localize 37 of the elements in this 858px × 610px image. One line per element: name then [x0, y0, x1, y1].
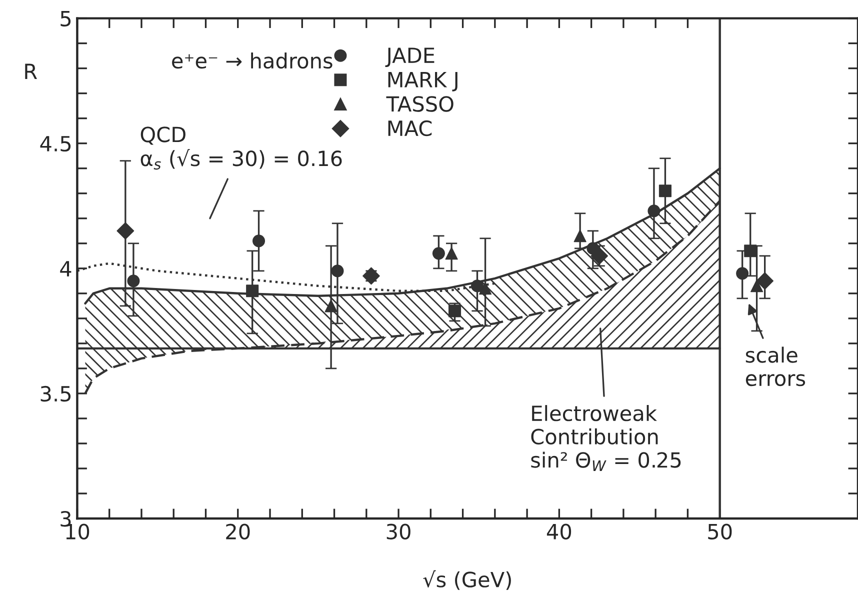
annotation: scale errors: [746, 346, 806, 386]
annotation: Electroweak Contribution sin² Θ$_{W}$ = 0.25: [531, 405, 681, 471]
point: [750, 280, 764, 292]
x-tick-label: 40: [546, 524, 572, 540]
annotation: QCD α$_{s}$ (√s = 30) = 0.16: [140, 126, 342, 170]
x-axis-title: √s (GeV): [423, 570, 511, 590]
point: [658, 184, 672, 198]
legend-label: MARK J: [388, 72, 458, 92]
point: [470, 280, 484, 292]
y-tick-label: 4.5: [40, 136, 71, 152]
y-axis-title: R: [25, 64, 38, 79]
point: [648, 204, 660, 218]
point: [432, 247, 445, 260]
point: [127, 274, 140, 288]
point: [252, 234, 266, 248]
y-tick-label: 4: [60, 261, 72, 276]
annotation: e⁺e⁻ → hadrons: [172, 52, 332, 69]
point: [246, 284, 259, 298]
y-tick-label: 3.5: [40, 386, 71, 402]
point: [736, 267, 749, 280]
point: [362, 267, 380, 285]
point: [445, 247, 458, 260]
y-tick-label: 5: [60, 11, 71, 27]
point: [448, 304, 462, 318]
x-tick-label: 20: [226, 524, 250, 540]
point: [574, 230, 586, 242]
point: [756, 272, 774, 290]
point: [324, 300, 338, 312]
point: [744, 244, 757, 258]
legend-label: TASSO: [386, 96, 454, 112]
x-tick-label: 50: [708, 524, 732, 540]
point: [116, 222, 134, 240]
legend-label: JADE: [385, 48, 434, 68]
point: [331, 264, 344, 278]
point: [479, 282, 492, 295]
x-tick-label: 30: [386, 524, 410, 540]
legend-label: MAC: [388, 120, 432, 136]
